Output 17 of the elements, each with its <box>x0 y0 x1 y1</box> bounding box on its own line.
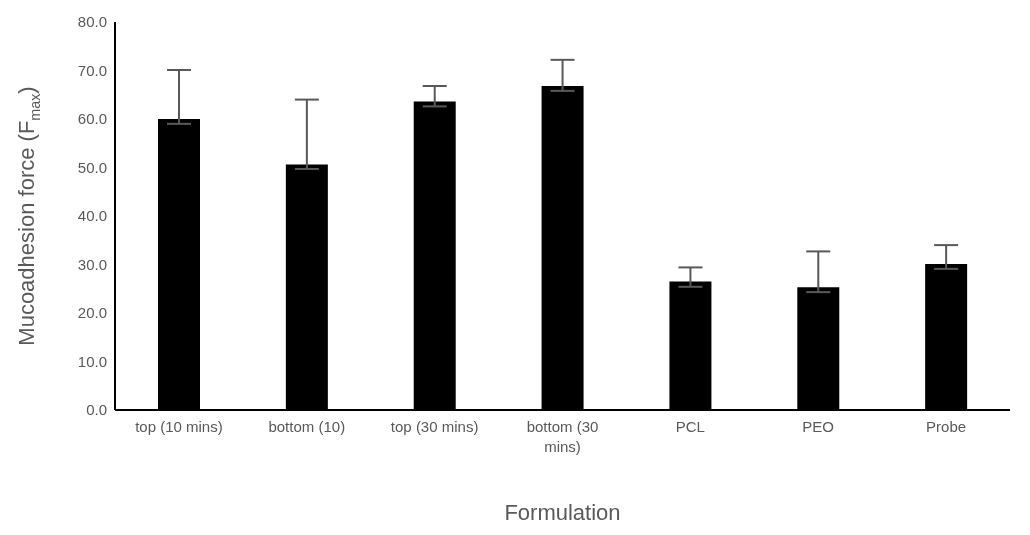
y-tick-label: 10.0 <box>77 352 107 370</box>
x-tick-label: bottom (10) <box>268 418 346 435</box>
y-tick-label: 20.0 <box>77 304 107 322</box>
x-tick-label: top (10 mins) <box>135 418 223 435</box>
y-tick-label: 80.0 <box>77 13 107 31</box>
x-tick-label: top (30 mins) <box>390 418 479 435</box>
x-tick-label: Probe <box>926 418 967 435</box>
y-tick-label: 50.0 <box>77 158 107 176</box>
x-tick-label: PEO <box>802 418 835 435</box>
y-tick-label: 60.0 <box>77 110 107 128</box>
y-tick-label: 70.0 <box>77 61 107 79</box>
x-tick-label: PCL <box>675 418 705 435</box>
y-tick-label: 40.0 <box>77 207 107 225</box>
x-axis-title: Formulation <box>504 500 621 525</box>
y-tick-label: 0.0 <box>86 401 107 419</box>
y-tick-label: 30.0 <box>77 255 107 273</box>
x-tick-label: bottom (30 mins) <box>526 418 599 455</box>
